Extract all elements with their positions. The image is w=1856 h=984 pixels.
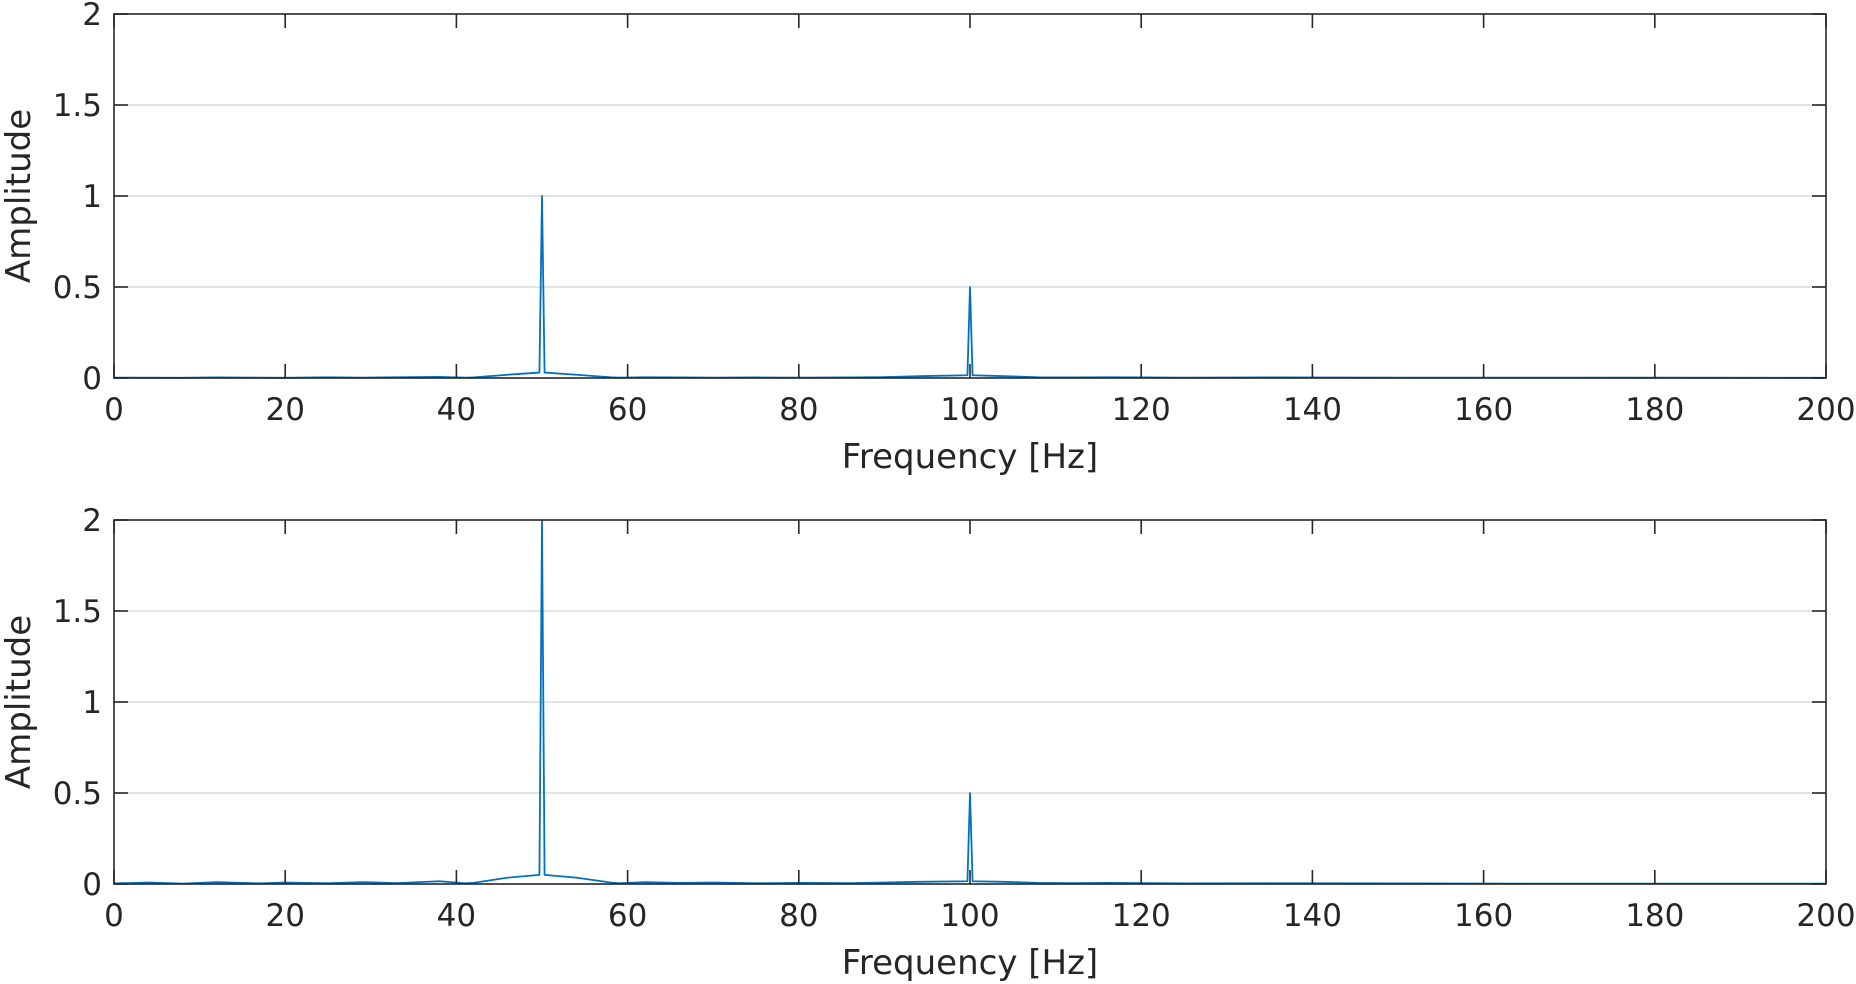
y-axis-label: Amplitude — [0, 615, 39, 789]
x-tick-label: 40 — [437, 392, 476, 428]
y-tick-label: 0.5 — [53, 776, 102, 812]
x-tick-label: 100 — [940, 392, 999, 428]
x-tick-label: 20 — [265, 898, 304, 934]
x-tick-label: 80 — [779, 898, 818, 934]
y-tick-label: 1.5 — [53, 88, 102, 124]
x-tick-label: 0 — [104, 392, 124, 428]
x-tick-label: 160 — [1454, 392, 1513, 428]
y-tick-label: 0 — [82, 867, 102, 903]
bottom-spectrum-chart: 0 20 40 60 80 100 120 140 160 180 200 0 0.5 1 1.5 2 Freq… — [0, 503, 1856, 983]
y-tick-label: 1 — [82, 179, 102, 215]
y-tick-label: 1.5 — [53, 594, 102, 630]
y-tick-label: 2 — [82, 0, 102, 33]
x-tick-label: 100 — [940, 898, 999, 934]
x-axis-label: Frequency [Hz] — [842, 943, 1098, 983]
y-axis-label: Amplitude — [0, 109, 39, 283]
x-tick-label: 20 — [265, 392, 304, 428]
spectrum-series-line — [113, 519, 1826, 885]
y-tick-label: 0.5 — [53, 270, 102, 306]
top-spectrum-chart: 0 20 40 60 80 100 120 140 160 180 200 0 0.5 1 1.5 2 Freq… — [0, 0, 1856, 477]
x-tick-label: 140 — [1283, 392, 1342, 428]
y-tick-label: 2 — [82, 503, 102, 539]
x-tick-label: 180 — [1625, 392, 1684, 428]
x-tick-label: 80 — [779, 392, 818, 428]
x-tick-label: 60 — [608, 898, 647, 934]
x-tick-label: 180 — [1625, 898, 1684, 934]
x-tick-label: 120 — [1112, 392, 1171, 428]
y-tick-label: 1 — [82, 685, 102, 721]
x-tick-label: 160 — [1454, 898, 1513, 934]
x-tick-label: 200 — [1796, 392, 1855, 428]
y-tick-label: 0 — [82, 361, 102, 397]
x-tick-label: 140 — [1283, 898, 1342, 934]
x-tick-label: 40 — [437, 898, 476, 934]
x-tick-label: 200 — [1796, 898, 1855, 934]
x-tick-label: 0 — [104, 898, 124, 934]
x-tick-label: 60 — [608, 392, 647, 428]
x-tick-label: 120 — [1112, 898, 1171, 934]
x-axis-label: Frequency [Hz] — [842, 437, 1098, 477]
